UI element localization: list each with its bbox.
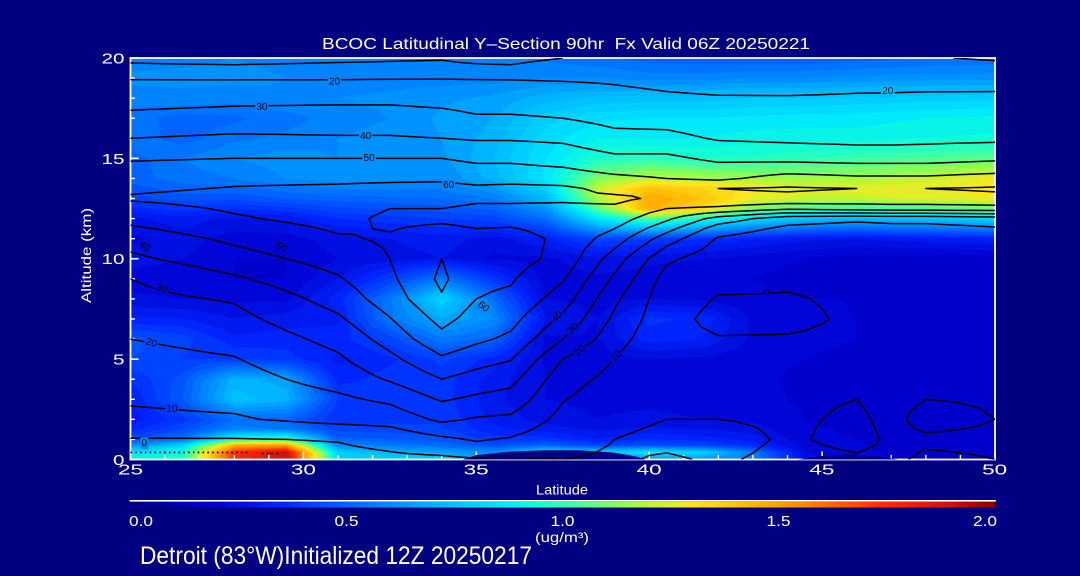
svg-text:35: 35 <box>464 462 489 479</box>
svg-text:25: 25 <box>118 462 143 479</box>
svg-text:50: 50 <box>273 240 289 255</box>
svg-text:45: 45 <box>809 462 834 479</box>
svg-text:5: 5 <box>113 352 125 369</box>
svg-text:0: 0 <box>142 438 148 449</box>
svg-text:10: 10 <box>166 404 178 415</box>
svg-text:Detroit (83°W)Initialized 12Z: Detroit (83°W)Initialized 12Z 20250217 <box>140 542 532 570</box>
svg-text:2.0: 2.0 <box>973 513 997 530</box>
svg-text:0: 0 <box>113 452 125 469</box>
svg-text:30: 30 <box>291 462 316 479</box>
svg-text:20: 20 <box>329 76 341 87</box>
svg-text:10: 10 <box>102 251 125 268</box>
svg-text:20: 20 <box>144 336 158 350</box>
svg-text:30: 30 <box>154 282 169 296</box>
svg-text:Latitude: Latitude <box>536 483 588 498</box>
svg-text:0.0: 0.0 <box>129 513 153 530</box>
svg-text:30: 30 <box>256 102 268 113</box>
svg-text:50: 50 <box>982 462 1007 479</box>
svg-text:20: 20 <box>102 51 125 68</box>
svg-text:(ug/m³): (ug/m³) <box>535 530 589 545</box>
svg-text:40: 40 <box>360 131 372 142</box>
svg-text:50: 50 <box>364 153 376 164</box>
svg-text:60: 60 <box>443 180 455 191</box>
svg-text:1.5: 1.5 <box>767 513 791 530</box>
svg-text:40: 40 <box>637 462 662 479</box>
svg-text:BCOC Latitudinal Y–Section 90h: BCOC Latitudinal Y–Section 90hr Fx Valid… <box>322 36 810 53</box>
svg-text:0.5: 0.5 <box>335 513 359 530</box>
svg-text:Altitude (km): Altitude (km) <box>79 208 94 303</box>
svg-text:20: 20 <box>882 86 894 97</box>
svg-text:0: 0 <box>764 288 770 299</box>
svg-text:1.0: 1.0 <box>551 513 575 530</box>
svg-text:15: 15 <box>102 151 125 168</box>
